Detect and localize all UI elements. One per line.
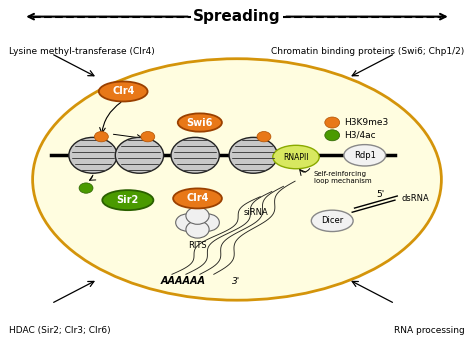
Ellipse shape	[33, 59, 441, 300]
Text: H3/4ac: H3/4ac	[344, 131, 375, 140]
Text: Clr4: Clr4	[112, 87, 135, 96]
Circle shape	[141, 132, 155, 142]
Circle shape	[257, 132, 271, 142]
Text: Spreading: Spreading	[193, 9, 281, 24]
Text: RNA processing: RNA processing	[394, 326, 465, 335]
Circle shape	[115, 137, 164, 173]
Circle shape	[176, 214, 199, 231]
Text: RNAPII: RNAPII	[283, 152, 309, 162]
Ellipse shape	[173, 188, 222, 208]
Ellipse shape	[99, 81, 147, 101]
Ellipse shape	[344, 145, 386, 166]
Ellipse shape	[311, 210, 353, 232]
Text: Swi6: Swi6	[187, 118, 213, 127]
Circle shape	[69, 137, 117, 173]
Circle shape	[229, 137, 277, 173]
Text: Sir2: Sir2	[117, 195, 139, 205]
Circle shape	[186, 221, 209, 238]
Ellipse shape	[273, 145, 319, 169]
Text: Dicer: Dicer	[321, 216, 343, 225]
Text: HDAC (Sir2; Clr3; Clr6): HDAC (Sir2; Clr3; Clr6)	[9, 326, 111, 335]
Text: Lysine methyl-transferase (Clr4): Lysine methyl-transferase (Clr4)	[9, 46, 155, 56]
Text: dsRNA: dsRNA	[402, 194, 429, 203]
Text: H3K9me3: H3K9me3	[344, 118, 388, 127]
Text: AAAAAA: AAAAAA	[161, 276, 206, 286]
Circle shape	[186, 207, 209, 224]
Text: 3': 3'	[232, 277, 241, 286]
Text: Rdp1: Rdp1	[354, 151, 376, 160]
Text: RITS: RITS	[188, 240, 207, 250]
Ellipse shape	[178, 113, 222, 132]
Circle shape	[325, 130, 340, 141]
Circle shape	[196, 214, 219, 231]
Text: siRNA: siRNA	[244, 208, 269, 217]
Ellipse shape	[102, 190, 154, 210]
Circle shape	[94, 132, 109, 142]
Circle shape	[171, 137, 219, 173]
Text: Self-reinforcing
loop mechanism: Self-reinforcing loop mechanism	[314, 171, 371, 184]
Circle shape	[79, 183, 93, 193]
Circle shape	[325, 117, 340, 128]
Text: Clr4: Clr4	[186, 193, 209, 203]
Text: 5': 5'	[376, 190, 384, 200]
Text: Chromatin binding proteins (Swi6; Chp1/2): Chromatin binding proteins (Swi6; Chp1/2…	[271, 46, 465, 56]
